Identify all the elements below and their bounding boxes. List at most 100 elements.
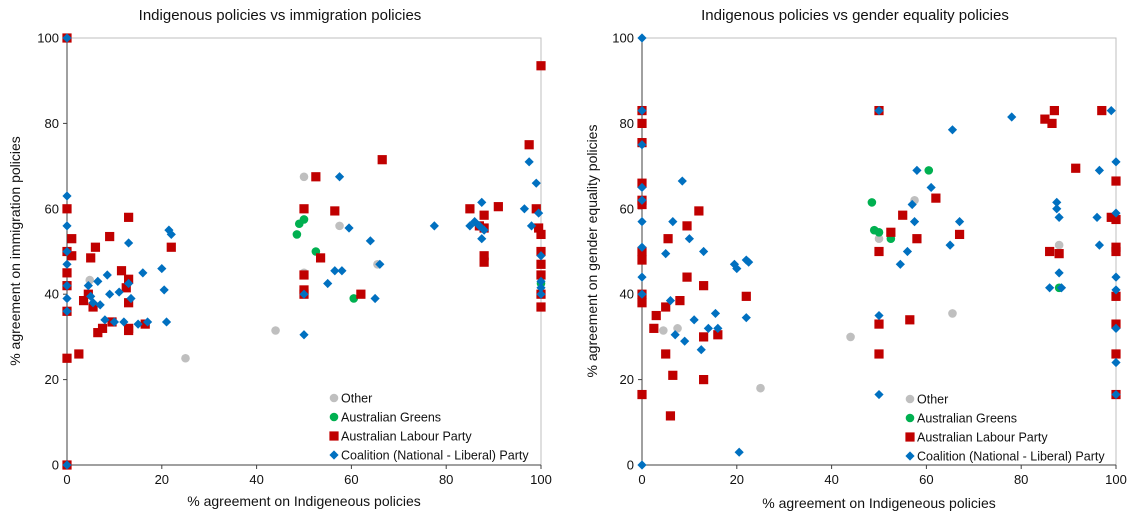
x-tick-label: 20	[730, 472, 744, 487]
y-tick-label: 60	[620, 201, 634, 216]
data-point	[741, 313, 751, 323]
data-point	[477, 197, 487, 207]
data-point	[699, 375, 709, 385]
data-point	[299, 172, 309, 182]
data-point	[62, 259, 72, 269]
data-point	[526, 221, 537, 231]
data-point	[479, 210, 489, 220]
data-point	[315, 253, 326, 263]
data-point	[846, 332, 855, 342]
data-point	[948, 309, 957, 318]
x-tick-label: 60	[919, 472, 933, 487]
data-point	[121, 283, 131, 293]
y-tick-label: 80	[620, 116, 634, 131]
data-point	[905, 315, 915, 325]
data-point	[689, 315, 699, 325]
data-point	[637, 389, 647, 400]
data-point	[292, 230, 302, 239]
data-point	[1007, 112, 1017, 122]
data-point	[536, 302, 546, 312]
data-point	[493, 202, 503, 212]
data-point	[159, 285, 169, 295]
data-point	[536, 229, 546, 240]
legend-label: Other	[917, 393, 948, 407]
legend-label: Australian Labour Party	[917, 431, 1048, 445]
data-point	[299, 289, 309, 299]
data-point	[637, 255, 647, 265]
data-point	[637, 272, 647, 282]
data-point	[637, 242, 647, 252]
data-point	[337, 266, 347, 276]
data-point	[138, 268, 148, 278]
data-point	[1111, 291, 1121, 301]
legend-label: Australian Labour Party	[341, 430, 472, 444]
data-point	[330, 266, 340, 276]
data-point	[1054, 240, 1064, 250]
data-point	[161, 317, 172, 327]
y-tick-label: 20	[45, 372, 59, 387]
data-point	[271, 326, 280, 335]
data-point	[62, 306, 72, 316]
data-point	[732, 263, 742, 274]
data-point	[377, 155, 387, 165]
data-point	[90, 242, 101, 252]
y-tick-label: 60	[45, 201, 59, 216]
data-point	[62, 353, 72, 363]
data-point	[661, 302, 671, 312]
data-point	[1111, 214, 1121, 225]
data-point	[734, 447, 744, 457]
data-point	[744, 257, 754, 267]
data-point	[677, 176, 687, 186]
data-point	[536, 251, 546, 261]
data-point	[124, 278, 134, 289]
data-point	[665, 296, 676, 306]
data-point	[142, 317, 153, 327]
data-point	[105, 289, 115, 299]
series-australian-labour-party	[637, 105, 1121, 421]
data-point	[536, 61, 546, 71]
data-point	[637, 140, 647, 150]
data-point	[665, 411, 676, 421]
data-point	[874, 389, 884, 400]
legend-marker	[905, 394, 915, 404]
x-tick-label: 80	[1014, 472, 1028, 487]
data-point	[93, 276, 103, 286]
data-point	[713, 323, 723, 333]
x-tick-label: 60	[344, 472, 358, 487]
data-point	[109, 317, 119, 327]
data-point	[649, 323, 659, 333]
data-point	[311, 172, 321, 182]
data-point	[356, 289, 366, 299]
data-point	[637, 195, 647, 205]
data-point	[637, 217, 647, 227]
data-point	[684, 234, 694, 244]
data-point	[531, 204, 541, 214]
data-point	[1052, 204, 1062, 214]
data-point	[62, 204, 72, 214]
data-point	[741, 291, 751, 301]
data-point	[668, 370, 678, 380]
chart-title: Indigenous policies vs immigration polic…	[139, 7, 422, 24]
legend: Other Australian Greens Australian Labour …	[329, 392, 529, 463]
data-point	[344, 223, 354, 233]
data-point	[945, 240, 955, 250]
y-tick-label: 100	[37, 31, 59, 46]
data-point	[116, 266, 127, 276]
data-point	[661, 249, 671, 259]
data-point	[479, 257, 489, 267]
data-point	[1052, 197, 1062, 207]
x-tick-label: 100	[1105, 472, 1127, 487]
data-point	[713, 330, 723, 340]
data-point	[86, 253, 96, 263]
data-point	[536, 289, 546, 299]
legend-label: Australian Greens	[341, 411, 441, 425]
data-point	[299, 270, 309, 280]
chart-2: Indigenous policies vs gender equality p…	[584, 7, 1127, 511]
data-point	[867, 198, 877, 207]
data-point	[1047, 118, 1057, 128]
data-point	[663, 234, 673, 244]
x-axis-title: % agreement on Indigeneous policies	[187, 493, 421, 509]
x-tick-label: 80	[439, 472, 453, 487]
data-point	[299, 215, 309, 224]
legend-label: Coalition (National - Liberal) Party	[341, 449, 529, 463]
